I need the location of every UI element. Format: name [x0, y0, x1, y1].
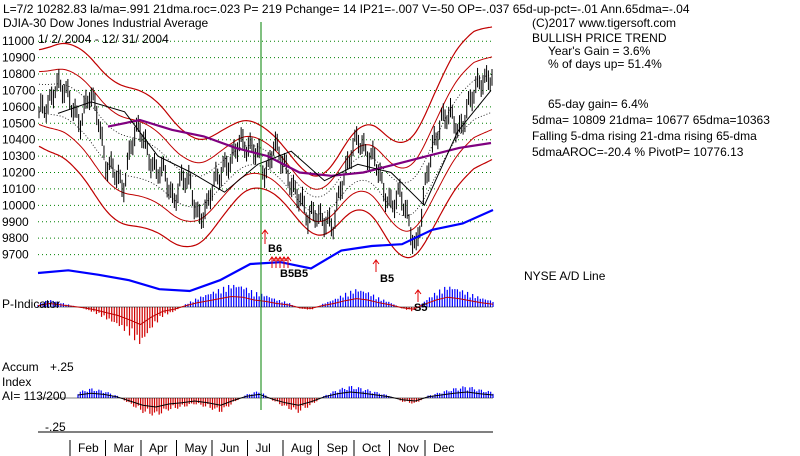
month-label: May — [185, 441, 208, 455]
aroc-pivot: 5dmaAROC=-20.4 % PivotP= 10776.13 — [532, 145, 744, 159]
ad-line-layer — [37, 208, 494, 293]
y-tick-label: 10500 — [2, 116, 36, 130]
envelope-band-4 — [38, 73, 493, 198]
signal-b5-dense: B5B5 — [280, 268, 309, 280]
month-label: Jul — [256, 441, 271, 455]
signal-arrows — [261, 229, 422, 302]
envelope-band-5 — [38, 111, 493, 217]
envelope-band-3 — [38, 123, 493, 232]
y-tick-label: 10400 — [2, 133, 36, 147]
y-tick-label: 9700 — [2, 248, 29, 262]
years-gain: Year's Gain = 3.6% — [548, 44, 651, 58]
dma-values: 5dma= 10809 21dma= 10677 65dma=10363 — [532, 113, 770, 127]
y-tick-label: 10800 — [2, 67, 36, 81]
y-tick-label: 10600 — [2, 100, 36, 114]
y-tick-label: 9800 — [2, 231, 29, 245]
signal-b5: B5 — [380, 273, 395, 285]
y-tick-label: 10000 — [2, 198, 36, 212]
dma-trend: Falling 5-dma rising 21-dma rising 65-dm… — [532, 129, 757, 143]
days-up: % of days up= 51.4% — [548, 57, 662, 71]
buy-arrow-b5-oct-head — [372, 259, 380, 265]
month-label: Sep — [327, 441, 349, 455]
moving-averages — [57, 90, 492, 207]
price-bars — [38, 65, 493, 254]
copyright: (C)2017 www.tigersoft.com — [532, 16, 677, 30]
index-label: Index — [2, 375, 32, 389]
stats-line: L=7/2 10282.83 la/ma=.991 21dma.roc=.023… — [3, 2, 690, 16]
y-tick-label: 9900 — [2, 215, 29, 229]
ai-label: AI= 113/200 — [2, 389, 67, 403]
minus25-label: -.25 — [45, 420, 66, 434]
y-tick-label: 10900 — [2, 51, 36, 65]
month-label: Aug — [291, 441, 312, 455]
signal-s5: S5 — [414, 302, 428, 314]
ma-65-line — [107, 118, 492, 177]
y-tick-label: 10700 — [2, 83, 36, 97]
month-label: Feb — [78, 441, 99, 455]
index-name: DJIA-30 Dow Jones Industrial Average — [3, 16, 209, 30]
accum-ma — [77, 391, 494, 408]
buy-arrow-b5-4-head — [284, 256, 292, 262]
accum-label: Accum — [2, 360, 39, 374]
plus25-label: +.25 — [50, 360, 74, 374]
month-label: Oct — [362, 441, 381, 455]
envelope-band-0 — [38, 26, 493, 177]
p-indicator-label: P-Indicator — [2, 297, 61, 311]
y-tick-label: 10300 — [2, 149, 36, 163]
p-indicator-ma — [37, 295, 494, 326]
y-tick-labels: 11000 10900 10800 10700 10600 10500 10400 10300… — [2, 34, 36, 261]
ad-line-label: NYSE A/D Line — [524, 269, 606, 283]
buy-arrow-1-head — [261, 229, 269, 235]
month-label: Dec — [433, 441, 454, 455]
month-axis: Feb Mar Apr May Jun Jul Aug Sep Oct Nov Dec — [38, 431, 493, 456]
envelope-band-1 — [38, 145, 493, 259]
month-label: Mar — [114, 441, 135, 455]
signal-b6: B6 — [268, 243, 283, 255]
envelope-bands — [38, 26, 493, 259]
y-tick-label: 10200 — [2, 166, 36, 180]
sell-arrow-s5-head — [414, 289, 422, 295]
p-indicator-layer — [37, 284, 494, 345]
gain-65: 65-day gain= 6.4% — [548, 97, 649, 111]
date-range: 1/ 2/ 2004 - 12/ 31/ 2004 — [38, 32, 169, 46]
month-label: Apr — [149, 441, 168, 455]
ad-line — [37, 208, 494, 293]
trend-label: BULLISH PRICE TREND — [532, 31, 667, 45]
month-label: Jun — [220, 441, 239, 455]
y-tick-label: 11000 — [2, 34, 35, 48]
grid-layer — [38, 40, 493, 256]
y-tick-label: 10100 — [2, 182, 36, 196]
month-label: Nov — [398, 441, 419, 455]
accum-index-layer — [38, 386, 494, 416]
ma-21-line — [57, 90, 492, 207]
